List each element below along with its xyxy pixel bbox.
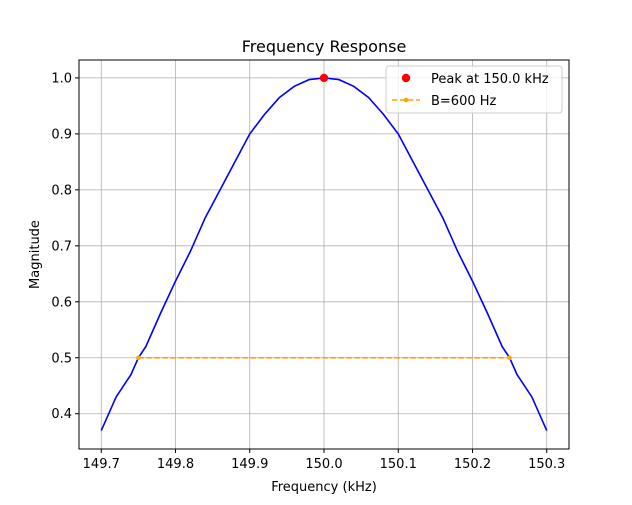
bandwidth-start-point <box>136 355 141 361</box>
legend-bandwidth-label: B=600 Hz <box>431 94 497 109</box>
peak-point <box>319 73 329 83</box>
y-tick-label: 0.6 <box>51 295 72 310</box>
legend-peak-marker <box>401 73 411 83</box>
y-tick-label: 0.4 <box>51 407 72 422</box>
legend: Peak at 150.0 kHz B=600 Hz <box>385 65 563 114</box>
y-tick-label: 0.5 <box>51 351 72 366</box>
plot-content <box>100 73 548 431</box>
legend-box <box>385 65 563 114</box>
x-axis-ticks: 149.7 149.8 149.9 150.0 150.1 150.2 150.3 <box>83 449 565 472</box>
x-tick-label: 149.9 <box>231 457 268 472</box>
x-tick-label: 150.1 <box>380 457 417 472</box>
x-tick-label: 150.3 <box>528 457 565 472</box>
x-tick-label: 150.2 <box>454 457 491 472</box>
y-tick-label: 0.8 <box>51 183 72 198</box>
legend-bandwidth-dot <box>403 97 409 103</box>
y-axis-ticks: 0.4 0.5 0.6 0.7 0.8 0.9 1.0 <box>51 71 79 422</box>
x-tick-label: 150.0 <box>305 457 342 472</box>
y-axis-label: Magnitude <box>28 220 43 289</box>
y-tick-label: 0.9 <box>51 127 72 142</box>
x-tick-label: 149.8 <box>157 457 194 472</box>
bandwidth-end-point <box>507 355 512 361</box>
x-tick-label: 149.7 <box>83 457 120 472</box>
x-axis-label: Frequency (kHz) <box>271 480 377 495</box>
y-tick-label: 0.7 <box>51 239 72 254</box>
y-tick-label: 1.0 <box>51 71 72 86</box>
chart-title: Frequency Response <box>242 37 407 56</box>
legend-peak-label: Peak at 150.0 kHz <box>431 72 549 87</box>
